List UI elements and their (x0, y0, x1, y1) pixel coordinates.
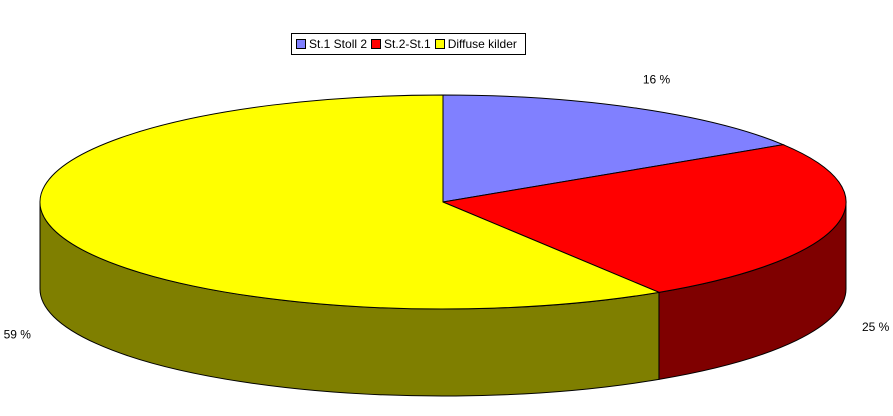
legend-swatch (434, 39, 445, 49)
legend-label: St.2-St.1 (384, 37, 431, 51)
legend: St.1 Stoll 2 St.2-St.1 Diffuse kilder (291, 33, 526, 55)
legend-item: St.1 Stoll 2 (296, 37, 367, 51)
pie-slice (442, 94, 786, 203)
legend-label: Diffuse kilder (447, 37, 517, 51)
data-label: 59 % (4, 328, 32, 342)
legend-item: St.2-St.1 (371, 37, 431, 51)
legend-swatch (296, 39, 306, 49)
data-label: 25 % (862, 320, 890, 334)
pie-slice (39, 94, 661, 310)
legend-swatch (371, 39, 382, 49)
legend-item: Diffuse kilder (434, 37, 517, 51)
legend-label: St.1 Stoll 2 (309, 37, 368, 51)
data-label: 16 % (643, 72, 671, 86)
pie-slice (441, 144, 847, 293)
